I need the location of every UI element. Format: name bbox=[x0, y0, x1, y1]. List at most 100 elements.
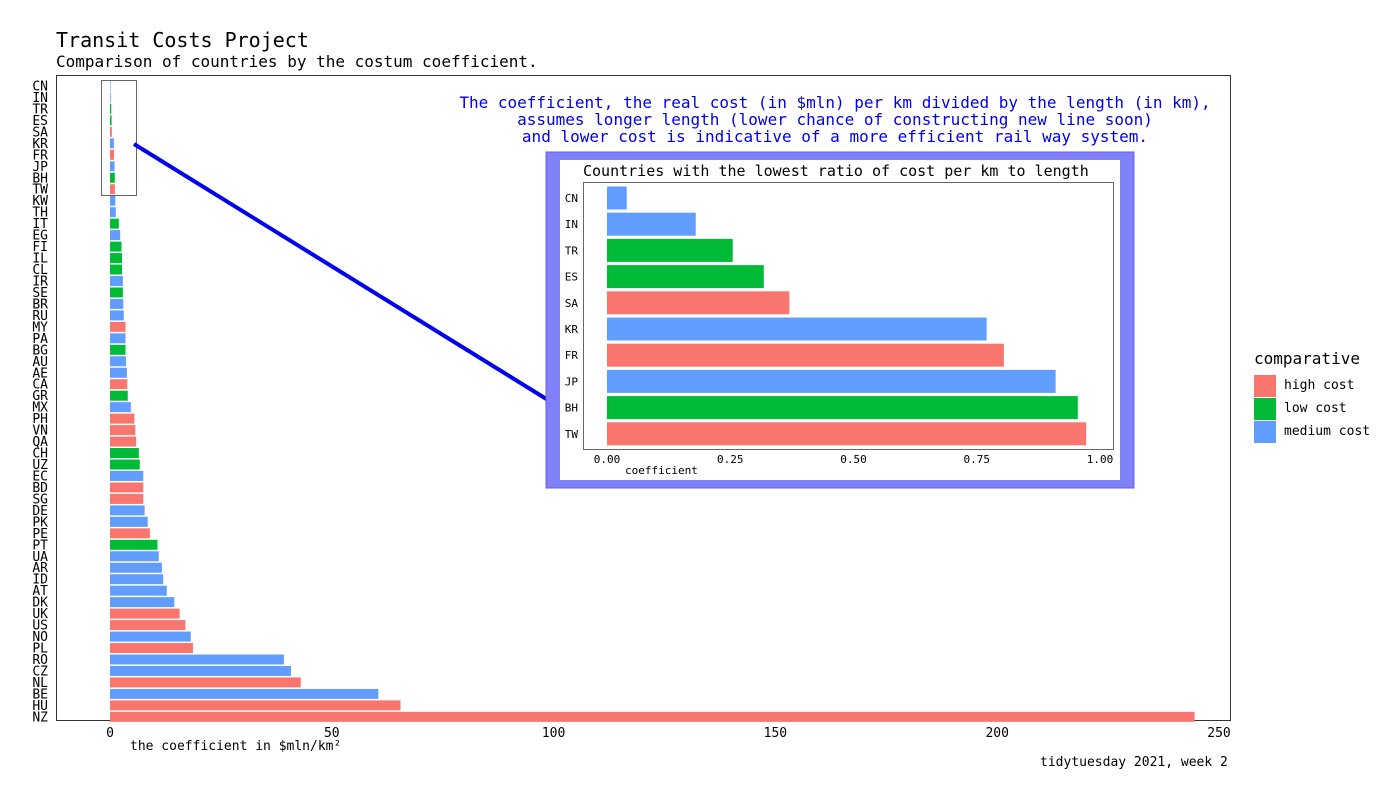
y-tick-label-VN: VN bbox=[32, 424, 48, 439]
bar-IR bbox=[110, 275, 123, 286]
legend-title: comparative bbox=[1254, 349, 1360, 368]
x-tick-label-200: 200 bbox=[985, 726, 1008, 741]
inset-y-tick-label-IN: IN bbox=[565, 218, 578, 231]
bar-FR bbox=[110, 149, 115, 160]
bar-BD bbox=[110, 482, 144, 493]
y-tick-label-MY: MY bbox=[32, 320, 48, 335]
inset-x-tick-label-0.75: 0.75 bbox=[964, 453, 991, 466]
zoom-box bbox=[101, 80, 137, 196]
bar-UA bbox=[110, 551, 159, 562]
bar-PT bbox=[110, 539, 158, 550]
x-tick-label-150: 150 bbox=[764, 726, 787, 741]
main-y-tick-labels: CNINTRESSAKRFRJPBHTWKWTHITEGFIILCLIRSEBR… bbox=[32, 80, 48, 726]
bar-DE bbox=[110, 505, 145, 516]
inset-y-tick-label-SA: SA bbox=[565, 297, 579, 310]
y-tick-label-IR: IR bbox=[32, 274, 48, 289]
inset-y-tick-label-CN: CN bbox=[565, 192, 578, 205]
y-tick-label-NO: NO bbox=[32, 630, 48, 645]
y-tick-label-CL: CL bbox=[32, 263, 48, 278]
bar-JP bbox=[110, 161, 115, 172]
inset-bar-IN bbox=[607, 212, 696, 236]
bar-PE bbox=[110, 528, 150, 539]
bar-ID bbox=[110, 574, 164, 585]
y-tick-label-SE: SE bbox=[32, 286, 48, 301]
bar-VN bbox=[110, 425, 136, 436]
bar-MX bbox=[110, 402, 131, 413]
y-tick-label-FR: FR bbox=[32, 148, 48, 163]
y-tick-label-PE: PE bbox=[32, 527, 48, 542]
y-tick-label-NL: NL bbox=[32, 676, 48, 691]
x-tick-label-250: 250 bbox=[1207, 726, 1230, 741]
bar-KW bbox=[110, 195, 116, 206]
bar-NO bbox=[110, 631, 191, 642]
x-tick-label-0: 0 bbox=[106, 726, 114, 741]
legend-key-low-cost bbox=[1254, 397, 1276, 420]
inset-bar-FR bbox=[607, 343, 1004, 367]
legend-item-high-cost: high cost bbox=[1254, 374, 1370, 397]
main-x-axis-label: the coefficient in $mln/km² bbox=[130, 739, 341, 754]
bar-AR bbox=[110, 562, 162, 573]
bar-EC bbox=[110, 470, 144, 481]
annotation-line-1: The coefficient, the real cost (in $mln)… bbox=[459, 93, 1211, 112]
y-tick-label-UA: UA bbox=[32, 550, 48, 565]
bar-BG bbox=[110, 344, 126, 355]
inset-x-tick-label-1.00: 1.00 bbox=[1087, 453, 1114, 466]
chart-subtitle: Comparison of countries by the costum co… bbox=[56, 52, 538, 71]
y-tick-label-UK: UK bbox=[32, 607, 48, 622]
bar-SA bbox=[110, 126, 112, 137]
y-tick-label-US: US bbox=[32, 619, 48, 634]
inset-panel-border bbox=[583, 182, 1114, 450]
y-tick-label-NZ: NZ bbox=[32, 710, 48, 725]
y-tick-label-SG: SG bbox=[32, 492, 48, 507]
annotation-text: The coefficient, the real cost (in $mln)… bbox=[430, 94, 1240, 145]
y-tick-label-CA: CA bbox=[32, 378, 48, 393]
y-tick-label-SA: SA bbox=[32, 125, 48, 140]
inset-x-tick-label-0.50: 0.50 bbox=[840, 453, 867, 466]
y-tick-label-FI: FI bbox=[32, 240, 48, 255]
bar-CA bbox=[110, 379, 128, 390]
inset-bar-BH bbox=[607, 396, 1078, 420]
y-tick-label-PK: PK bbox=[32, 515, 48, 530]
inset-title: Countries with the lowest ratio of cost … bbox=[583, 162, 1089, 180]
inset-y-tick-labels: CN IN TR ES SA KR FR JP BH TW bbox=[565, 192, 579, 441]
legend-label-high-cost: high cost bbox=[1284, 378, 1355, 393]
inset-y-tick-label-TR: TR bbox=[565, 244, 579, 257]
bar-IT bbox=[110, 218, 119, 229]
bar-CN bbox=[110, 81, 111, 91]
y-tick-label-PL: PL bbox=[32, 642, 48, 657]
y-tick-label-ES: ES bbox=[32, 114, 48, 129]
y-tick-label-BG: BG bbox=[32, 343, 48, 358]
bar-UZ bbox=[110, 459, 140, 470]
inset-bar-TW bbox=[607, 422, 1087, 446]
bar-CL bbox=[110, 264, 122, 275]
bar-UK bbox=[110, 608, 180, 619]
y-tick-label-AR: AR bbox=[32, 561, 48, 576]
bar-US bbox=[110, 620, 186, 631]
legend-label-low-cost: low cost bbox=[1284, 401, 1347, 416]
bar-PA bbox=[110, 333, 126, 344]
inset-bars bbox=[607, 186, 1087, 446]
annotation-line-2: assumes longer length (lower chance of c… bbox=[517, 110, 1153, 129]
bar-GR bbox=[110, 390, 128, 401]
y-tick-label-IN: IN bbox=[32, 91, 48, 106]
y-tick-label-BD: BD bbox=[32, 481, 48, 496]
legend-key-high-cost bbox=[1254, 374, 1276, 397]
y-tick-label-HU: HU bbox=[32, 699, 48, 714]
caption: tidytuesday 2021, week 2 bbox=[1040, 755, 1228, 770]
y-tick-label-CZ: CZ bbox=[32, 664, 48, 679]
bar-NZ bbox=[110, 711, 1195, 722]
bar-PK bbox=[110, 516, 148, 527]
y-tick-label-UZ: UZ bbox=[32, 458, 48, 473]
x-tick-label-100: 100 bbox=[542, 726, 565, 741]
y-tick-label-KW: KW bbox=[32, 194, 48, 209]
bar-CH bbox=[110, 448, 139, 459]
inset-bar-KR bbox=[607, 317, 987, 341]
bar-TR bbox=[110, 103, 112, 114]
y-tick-label-BE: BE bbox=[32, 687, 48, 702]
inset-y-tick-label-ES: ES bbox=[565, 271, 578, 284]
legend-item-low-cost: low cost bbox=[1254, 397, 1370, 420]
annotation-line-3: and lower cost is indicative of a more e… bbox=[521, 127, 1149, 146]
bar-HU bbox=[110, 700, 401, 711]
bar-RO bbox=[110, 654, 284, 665]
main-x-tick-labels: 0 50 100 150 200 250 bbox=[106, 726, 1231, 741]
